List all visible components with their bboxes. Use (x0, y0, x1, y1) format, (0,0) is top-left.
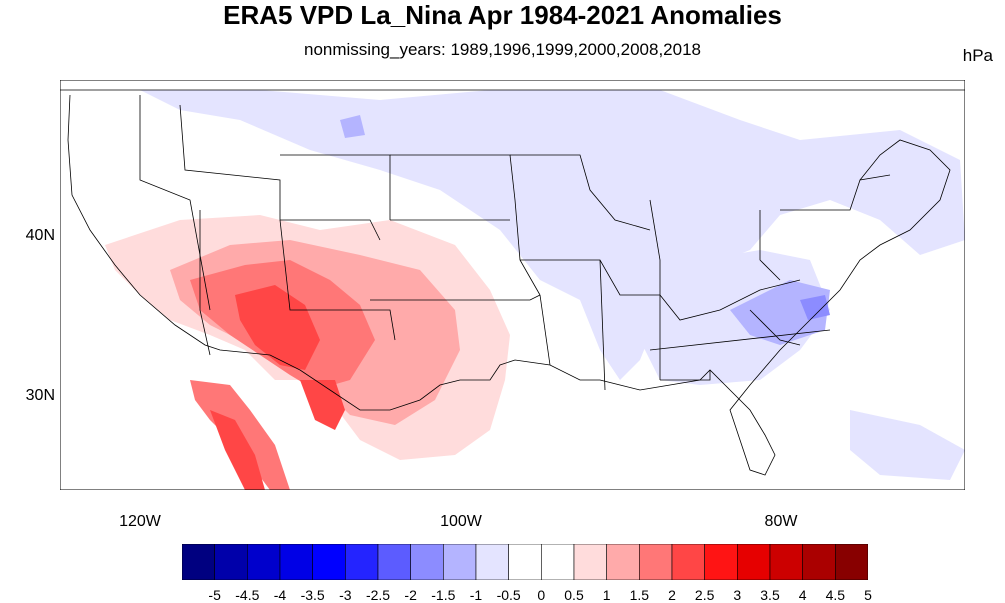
colorbar-box (475, 544, 509, 580)
lat-tick-30n: 30N (25, 387, 55, 404)
colorbar-tick-label: -4 (273, 587, 287, 603)
colorbar-tick-label: 1 (602, 587, 611, 603)
colorbar-box (737, 544, 771, 580)
colorbar-tick-label: -1 (469, 587, 483, 603)
colorbar-tick-label: -1.5 (431, 587, 456, 603)
colorbar-box (541, 544, 575, 580)
positive-anomaly-shading (105, 215, 510, 490)
colorbar-box (182, 544, 215, 580)
lat-tick-40n: 40N (25, 227, 55, 244)
lon-tick-100w: 100W (440, 513, 482, 530)
colorbar-box (606, 544, 640, 580)
colorbar (182, 544, 868, 580)
colorbar-box (704, 544, 738, 580)
colorbar-tick-label: -0.5 (496, 587, 521, 603)
map-plot (60, 80, 965, 490)
colorbar-tick-label: 2.5 (694, 587, 715, 603)
colorbar-box (769, 544, 803, 580)
colorbar-tick-label: 4.5 (825, 587, 846, 603)
map-subtitle: nonmissing_years: 1989,1996,1999,2000,20… (304, 40, 701, 59)
colorbar-tick-label: 0.5 (564, 587, 584, 603)
colorbar-tick-label: 4 (798, 587, 807, 603)
colorbar-tick-label: 3 (733, 587, 742, 603)
colorbar-box (312, 544, 346, 580)
colorbar-tick-label: 0 (537, 587, 546, 603)
colorbar-tick-label: -3 (339, 587, 352, 603)
negative-anomaly-shading (140, 90, 965, 480)
colorbar-tick-label: -4.5 (235, 587, 260, 603)
colorbar-box (443, 544, 477, 580)
colorbar-tick-label: 3.5 (760, 587, 780, 603)
colorbar-tick-label: -5 (208, 587, 221, 603)
colorbar-tick-label: -2.5 (365, 587, 391, 603)
colorbar-box (573, 544, 607, 580)
colorbar-box (279, 544, 313, 580)
colorbar-tick-label: 5 (864, 587, 872, 603)
colorbar-box (508, 544, 542, 580)
colorbar-box (410, 544, 444, 580)
units-label: hPa (962, 46, 993, 65)
colorbar-box (671, 544, 705, 580)
colorbar-box (802, 544, 836, 580)
colorbar-box (247, 544, 281, 580)
lon-tick-80w: 80W (764, 513, 798, 530)
map-title: ERA5 VPD La_Nina Apr 1984-2021 Anomalies (223, 0, 782, 30)
us-outline (60, 89, 965, 476)
colorbar-box (214, 544, 248, 580)
lon-tick-120w: 120W (119, 513, 161, 530)
colorbar-tick-label: -3.5 (300, 587, 325, 603)
colorbar-tick-label: 2 (668, 587, 676, 603)
colorbar-box (639, 544, 673, 580)
colorbar-box (835, 544, 868, 580)
colorbar-tick-label: 1.5 (629, 587, 650, 603)
colorbar-box (345, 544, 379, 580)
colorbar-tick-label: -2 (404, 587, 417, 603)
colorbar-box (377, 544, 411, 580)
